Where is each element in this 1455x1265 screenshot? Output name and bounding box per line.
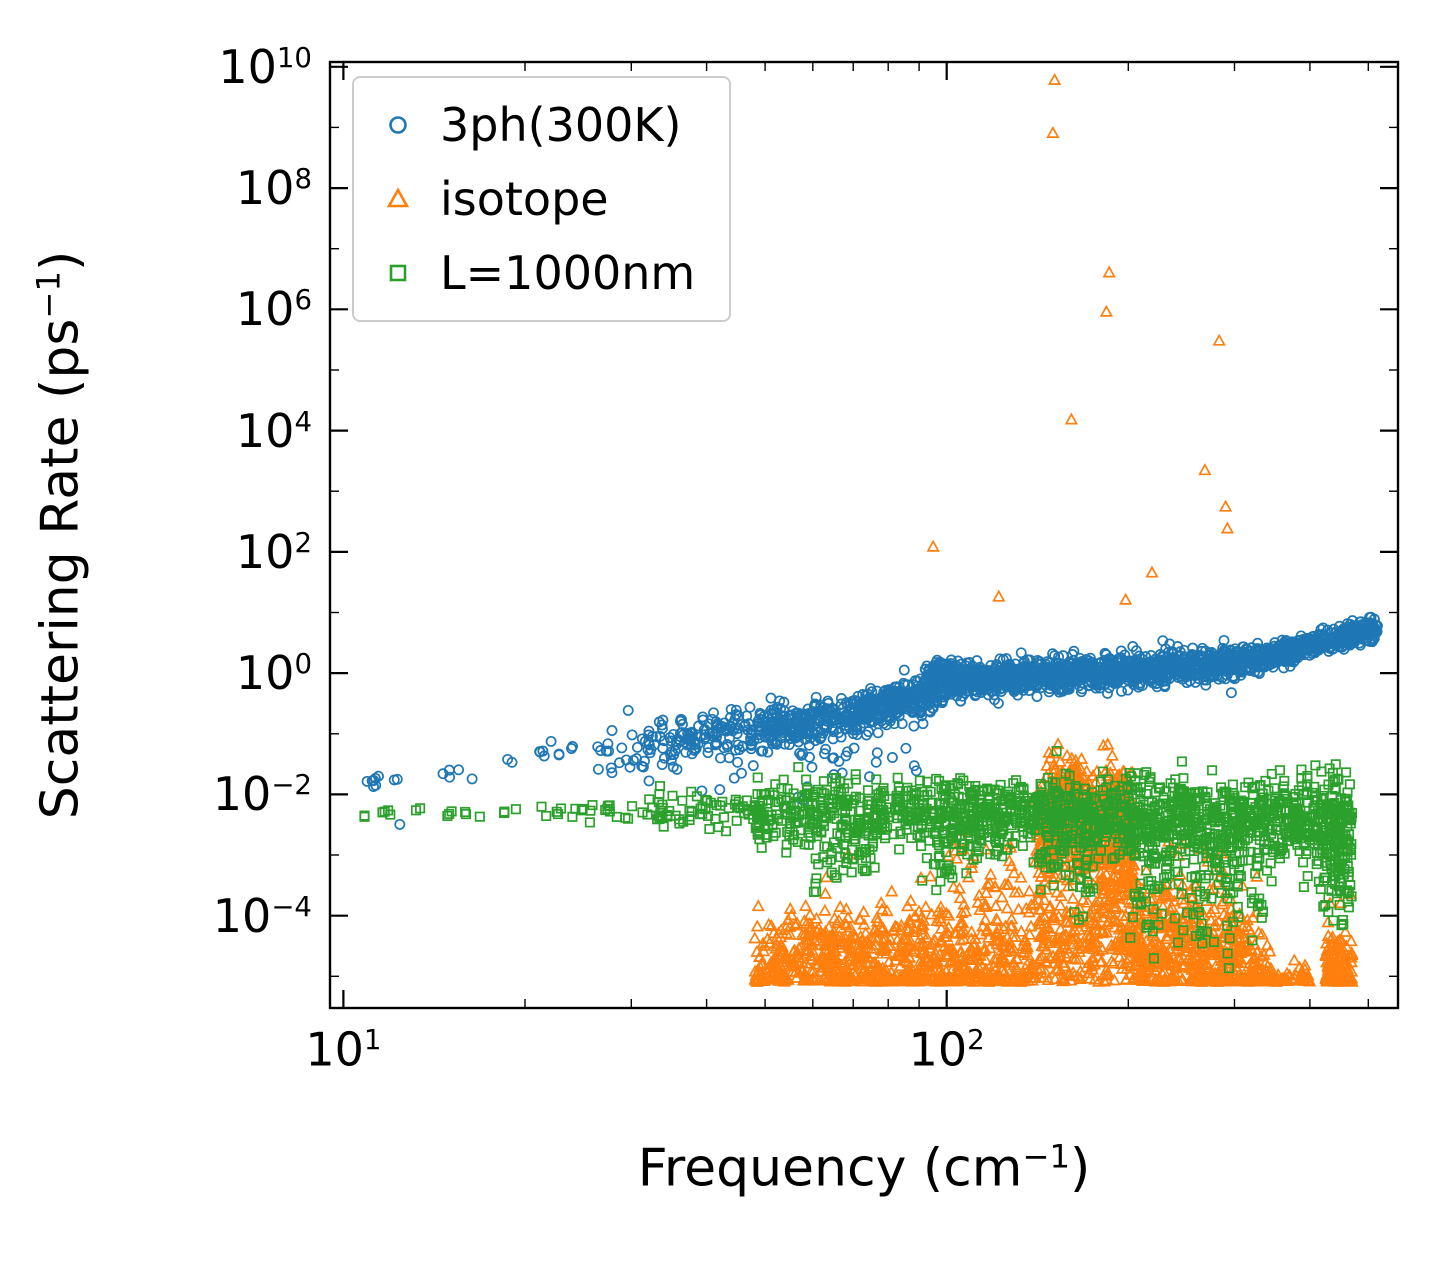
y-tick-label: 100 [235,646,312,701]
x-axis-label-exponent: −1 [1022,1137,1070,1176]
x-axis-label-text: Frequency (cm [637,1138,1023,1199]
y-axis-label-close: ) [30,250,91,272]
legend-item-isotope: isotope [376,166,695,232]
y-axis-label-text: Scattering Rate (ps [30,318,91,820]
y-tick-label: 106 [235,282,312,337]
series-L-1000nm-points [359,746,1358,974]
legend-label: isotope [440,172,609,226]
circle-marker-icon [389,116,407,134]
y-tick-label: 104 [235,403,312,458]
y-tick-label: 108 [235,161,312,216]
x-axis-label: Frequency (cm−1) [638,1137,1091,1198]
y-axis-label: Scattering Rate (ps−1) [29,251,90,820]
x-tick-label: 101 [305,1022,382,1077]
y-axis-label-exponent: −1 [29,271,68,319]
legend-label: 3ph(300K) [440,98,682,152]
axes-frame [328,60,1400,1010]
square-marker-icon [389,264,407,282]
y-tick-label: 1010 [218,39,312,94]
legend-item-L-1000nm: L=1000nm [376,240,695,306]
series-3ph-300K-points [361,611,1383,830]
major-ticks [330,62,1398,1008]
x-tick-label: 102 [908,1022,985,1077]
y-tick-label: 10−2 [212,767,312,822]
x-axis-label-close: ) [1069,1138,1091,1199]
y-tick-label: 102 [235,525,312,580]
legend-label: L=1000nm [440,246,696,300]
minor-ticks [330,62,1398,1008]
legend-item-3ph-300K: 3ph(300K) [376,92,695,158]
triangle-marker-icon [386,187,410,208]
y-tick-label: 10−4 [212,888,312,943]
legend: 3ph(300K) isotope L=1000nm [352,76,732,322]
